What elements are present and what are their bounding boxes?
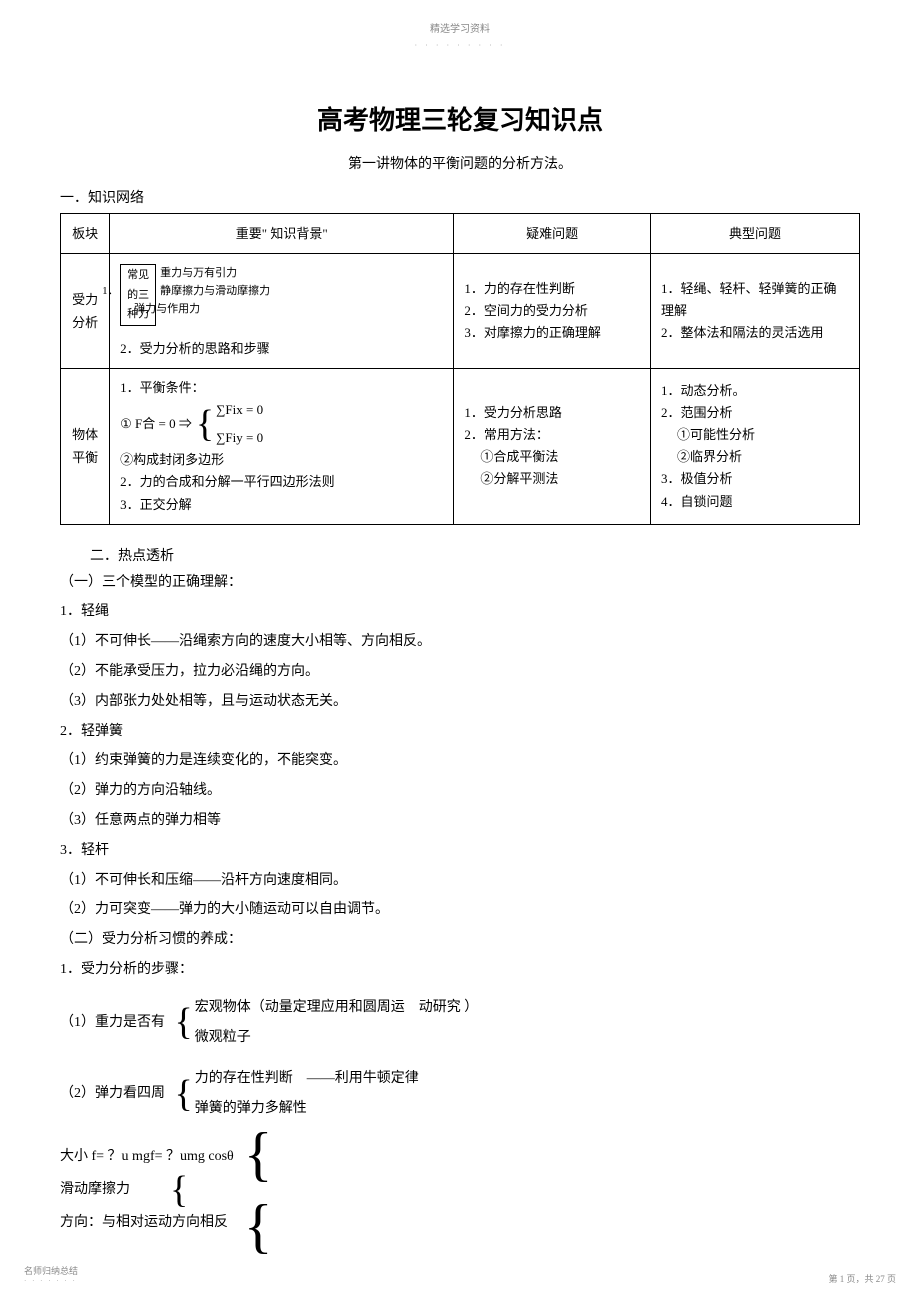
brace-icon: {: [175, 1007, 193, 1037]
footer-left: 名师归纳总结 · · · · · · ·: [24, 1264, 78, 1285]
r2c4-3: ①可能性分析: [661, 424, 849, 446]
row2-label: 物体平衡: [61, 369, 110, 525]
step2-b: 弹簧的弹力多解性: [195, 1097, 419, 1121]
r2c3-4: ②分解平测法: [464, 468, 640, 490]
body-l10: 3．轻杆: [60, 839, 860, 863]
page-title: 高考物理三轮复习知识点: [60, 100, 860, 137]
body-l6: 2．轻弹簧: [60, 720, 860, 744]
r2c2-1: 1．平衡条件：: [120, 377, 443, 399]
body-l15: 大小 f= ？u mgf= ？umg cosθ: [60, 1145, 234, 1169]
footer-left-text: 名师归纳总结: [24, 1264, 78, 1277]
formula-b: ∑Fiy = 0: [216, 427, 263, 449]
body-l12: （2）力可突变——弹力的大小随运动可以自由调节。: [60, 898, 860, 922]
body-l2: 1．轻绳: [60, 600, 860, 624]
r2c2-3: 2．力的合成和分解一平行四边形法则: [120, 471, 443, 493]
r2c4-4: ②临界分析: [661, 446, 849, 468]
r2c2-4: 3．正交分解: [120, 494, 443, 516]
r2c3-3: ①合成平衡法: [464, 446, 640, 468]
step1-pre: （1）重力是否有: [60, 1015, 165, 1030]
th-4: 典型问题: [651, 214, 860, 254]
box-top: 常见: [127, 269, 149, 282]
body-l4: （2）不能承受压力，拉力必沿绳的方向。: [60, 660, 860, 684]
body-l13: （二）受力分析习惯的养成：: [60, 928, 860, 952]
body-l3: （1）不可伸长——沿绳索方向的速度大小相等、方向相反。: [60, 630, 860, 654]
body-l17: 方向：与相对运动方向相反: [60, 1211, 234, 1235]
brace-icon: {: [244, 1133, 273, 1175]
r2c4-6: 4．自锁问题: [661, 491, 849, 513]
section-2-heading: 二．热点透析: [90, 545, 860, 565]
r1c4-1: 1．轻绳、轻杆、轻弹簧的正确理解: [661, 278, 849, 322]
body-l8: （2）弹力的方向沿轴线。: [60, 779, 860, 803]
formula-a: ∑Fix = 0: [216, 399, 263, 421]
row1-label: 受力分析: [61, 254, 110, 369]
overlay-b: 静摩擦力与滑动摩擦力: [160, 282, 270, 301]
section-1-heading: 一．知识网络: [60, 187, 860, 207]
overlay-prefix: 1．: [102, 282, 119, 301]
body-l16: 滑动摩擦力: [60, 1178, 130, 1202]
row1-col2-line2: 2．受力分析的思路和步骤: [120, 338, 443, 360]
overlay-c: 弹力与作用力: [134, 300, 200, 319]
top-dots: · · · · · · · · ·: [60, 41, 860, 50]
row2-col3: 1．受力分析思路 2．常用方法： ①合成平衡法 ②分解平测法: [454, 369, 651, 525]
top-header: 精选学习资料: [60, 20, 860, 35]
row1-col4: 1．轻绳、轻杆、轻弹簧的正确理解 2．整体法和隔法的灵活选用: [651, 254, 860, 369]
brace-icon: {: [170, 1175, 188, 1205]
knowledge-table: 板块 重要" 知识背景" 疑难问题 典型问题 受力分析 常见 的三 种力 重力与…: [60, 213, 860, 525]
step2-pre: （2）弹力看四周: [60, 1086, 165, 1101]
th-3: 疑难问题: [454, 214, 651, 254]
r1c3-1: 1．力的存在性判断: [464, 278, 640, 300]
row2-col4: 1．动态分析。 2．范围分析 ①可能性分析 ②临界分析 3．极值分析 4．自锁问…: [651, 369, 860, 525]
r1c3-2: 2．空间力的受力分析: [464, 300, 640, 322]
body-l9: （3）任意两点的弹力相等: [60, 809, 860, 833]
brace-icon: {: [196, 409, 214, 439]
body-l7: （1）约束弹簧的力是连续变化的，不能突变。: [60, 749, 860, 773]
r1c4-2: 2．整体法和隔法的灵活选用: [661, 322, 849, 344]
row1-col2: 常见 的三 种力 重力与万有引力 1． 静摩擦力与滑动摩擦力 弹力与作用力 2．…: [110, 254, 454, 369]
footer-right: 第 1 页，共 27 页: [828, 1272, 896, 1285]
th-2: 重要" 知识背景": [110, 214, 454, 254]
step1-b: 微观粒子: [195, 1026, 479, 1050]
r2c4-5: 3．极值分析: [661, 468, 849, 490]
row2-col2: 1．平衡条件： ① F合 = 0 ⇒ { ∑Fix = 0 ∑Fiy = 0 ②…: [110, 369, 454, 525]
r2c2-2: ②构成封闭多边形: [120, 449, 443, 471]
row1-col3: 1．力的存在性判断 2．空间力的受力分析 3．对摩擦力的正确理解: [454, 254, 651, 369]
brace-icon: {: [244, 1205, 273, 1247]
body-l14: 1．受力分析的步骤：: [60, 958, 860, 982]
body-l11: （1）不可伸长和压缩——沿杆方向速度相同。: [60, 869, 860, 893]
body-l1: （一）三个模型的正确理解：: [60, 571, 860, 595]
r2c4-2: 2．范围分析: [661, 402, 849, 424]
overlay-a: 重力与万有引力: [160, 264, 237, 283]
th-1: 板块: [61, 214, 110, 254]
formula-pre: ① F合 = 0 ⇒: [120, 413, 192, 435]
step1-a: 宏观物体（动量定理应用和圆周运 动研究 ）: [195, 996, 479, 1020]
page-subtitle: 第一讲物体的平衡问题的分析方法。: [60, 153, 860, 173]
step2-a: 力的存在性判断 ——利用牛顿定律: [195, 1067, 419, 1091]
r2c4-1: 1．动态分析。: [661, 380, 849, 402]
table-header-row: 板块 重要" 知识背景" 疑难问题 典型问题: [61, 214, 860, 254]
table-row: 受力分析 常见 的三 种力 重力与万有引力 1． 静摩擦力与滑动摩擦力 弹力与作…: [61, 254, 860, 369]
table-row: 物体平衡 1．平衡条件： ① F合 = 0 ⇒ { ∑Fix = 0 ∑Fiy …: [61, 369, 860, 525]
r1c3-3: 3．对摩擦力的正确理解: [464, 322, 640, 344]
body-l5: （3）内部张力处处相等，且与运动状态无关。: [60, 690, 860, 714]
footer-left-dots: · · · · · · ·: [24, 1277, 78, 1285]
brace-icon: {: [175, 1079, 193, 1109]
r2c3-2: 2．常用方法：: [464, 424, 640, 446]
r2c3-1: 1．受力分析思路: [464, 402, 640, 424]
